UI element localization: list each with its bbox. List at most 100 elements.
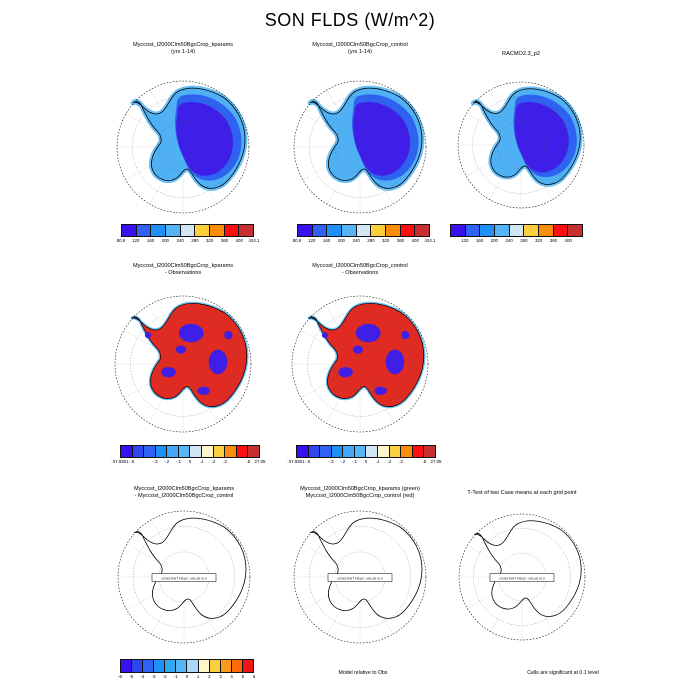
colorbar-tick: 120 — [461, 238, 469, 243]
colorbar-box — [165, 660, 177, 672]
panel-footnote: Cells are significant at 0.1 level — [527, 670, 599, 676]
colorbar-tick: 0 — [364, 459, 368, 464]
colorbar-tick: -37.5501 — [111, 459, 129, 464]
colorbar-tick: 160 — [322, 238, 331, 243]
colorbar-tick: .1 — [199, 459, 204, 464]
panel-title: Myccost_I2000Clm50BgcCrop_kparams - Mycco… — [72, 486, 296, 499]
colorbar-tick: 360 — [396, 238, 405, 243]
colorbar-tick: 424.1 — [424, 238, 436, 243]
colorbar-box — [176, 660, 188, 672]
colorbar-tick: -4 — [140, 674, 145, 679]
panel-title: Myccost_I2000Clm50BgcCrop_kparams (green… — [248, 486, 472, 499]
panel-title: Myccost_I2000Clm50BgcCrop_kparams - Obser… — [71, 263, 295, 276]
colorbar-tick: 360 — [549, 238, 558, 243]
colorbar-box — [187, 660, 199, 672]
constant-field-box: CONSTANT FIELD - VALUE IS 0 — [327, 573, 393, 582]
colorbar-tick: 280 — [367, 238, 375, 243]
colorbar-tick: 360 — [220, 238, 229, 243]
colorbar-tick: 6 — [252, 674, 256, 679]
colorbar-tick: 424.1 — [248, 238, 260, 243]
panel-title-line: Myccost_I2000Clm50BgcCrop_kparams — [133, 486, 235, 492]
colorbar-diff_levels — [296, 445, 436, 458]
colorbar-tick: 400 — [235, 238, 243, 243]
negative-bias-patch — [144, 332, 152, 339]
negative-bias-patch — [161, 367, 176, 378]
negative-bias-patch — [178, 323, 204, 343]
panel-title-line: (yrs 1-14) — [348, 48, 372, 55]
antarctica-map-outline: CONSTANT FIELD - VALUE IS 0 — [293, 510, 427, 644]
colorbar-box — [180, 225, 196, 236]
svg-text:CONSTANT FIELD - VALUE IS 0: CONSTANT FIELD - VALUE IS 0 — [337, 576, 383, 580]
panel-title-line: RACMO2.3_p2 — [502, 51, 540, 57]
colorbar-tick: -.5 — [305, 459, 311, 464]
colorbar-box — [451, 225, 466, 236]
panel-title: Myccost_I2000Clm50BgcCrop_control (yrs 1-… — [248, 42, 472, 55]
colorbar-box — [154, 660, 166, 672]
antarctica-coastline — [308, 303, 425, 407]
colorbar-tick: 240 — [176, 238, 184, 243]
negative-bias-patch — [321, 332, 329, 339]
colorbar-tick: 320 — [534, 238, 543, 243]
colorbar-box — [400, 225, 416, 236]
antarctica-map-diff — [291, 295, 429, 433]
colorbar-box — [320, 446, 332, 457]
antarctica-map-model — [457, 81, 585, 209]
colorbar-tick: -5 — [129, 674, 134, 679]
colorbar-box — [242, 660, 253, 672]
colorbar-box — [415, 225, 430, 236]
antarctica-map-diff — [114, 295, 252, 433]
colorbar-box — [144, 446, 156, 457]
colorbar-box — [342, 225, 357, 236]
colorbar-tick: 120 — [132, 238, 140, 243]
colorbar-box — [509, 225, 525, 236]
svg-text:CONSTANT FIELD - VALUE IS 0: CONSTANT FIELD - VALUE IS 0 — [499, 576, 545, 580]
colorbar-box — [331, 446, 344, 457]
colorbar-obs_levels — [450, 224, 583, 237]
colorbar-box — [225, 446, 237, 457]
colorbar-box — [297, 446, 309, 457]
colorbar-box — [465, 225, 481, 236]
colorbar-tick: 0 — [185, 674, 189, 679]
colorbar-tick: .3 — [223, 459, 227, 464]
colorbar-tick: 27.05 — [430, 459, 442, 464]
colorbar-tick: 280 — [191, 238, 199, 243]
colorbar-tick: -6 — [118, 674, 122, 679]
colorbar-box — [248, 446, 259, 457]
colorbar-box — [495, 225, 510, 236]
colorbar-box — [155, 446, 168, 457]
negative-bias-patch — [197, 386, 210, 395]
colorbar-box — [356, 225, 372, 236]
panel-title-line: Myccost_I2000Clm50BgcCrop_control — [312, 263, 408, 269]
colorbar-box — [121, 446, 133, 457]
panel-footnote: Model relative to Obs — [338, 670, 388, 676]
colorbar-box — [236, 446, 249, 457]
colorbar-box — [121, 660, 133, 672]
panel-title-line: Myccost_I2000Clm50BgcCrop_control — [312, 42, 408, 48]
colorbar-box — [213, 446, 226, 457]
colorbar-tick: 3 — [219, 674, 222, 679]
colorbar-box — [553, 225, 569, 236]
colorbar-tick: 200 — [490, 238, 498, 243]
negative-bias-patch — [374, 386, 387, 395]
antarctica-map-model — [293, 80, 427, 214]
colorbar-diff_levels — [120, 445, 260, 458]
colorbar-tick: 320 — [381, 238, 390, 243]
low-flux-interior — [176, 101, 233, 176]
negative-bias-patch — [338, 367, 353, 378]
colorbar-case_levels — [121, 224, 254, 237]
colorbar-box — [412, 446, 425, 457]
colorbar-box — [424, 446, 435, 457]
colorbar-tick: -37.5501 — [287, 459, 305, 464]
negative-bias-patch — [355, 323, 381, 343]
colorbar-tick: -3 — [151, 674, 156, 679]
colorbar-tick: -.2 — [164, 459, 170, 464]
negative-bias-patch — [175, 345, 187, 354]
colorbar-tick: 280 — [520, 238, 528, 243]
antarctica-coastline — [133, 517, 247, 619]
colorbar-tick: -.3 — [152, 459, 158, 464]
panel-title-line: Myccost_I2000Clm50BgcCrop_kparams (green… — [300, 486, 420, 492]
negative-bias-patch — [401, 331, 410, 340]
antarctica-map-model — [116, 80, 250, 214]
negative-bias-patch — [224, 331, 233, 340]
